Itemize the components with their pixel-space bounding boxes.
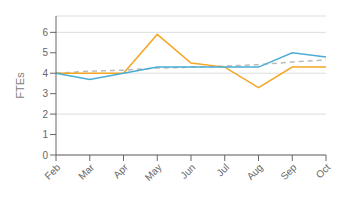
svg-text:Apr: Apr — [111, 161, 130, 180]
svg-text:0: 0 — [42, 150, 48, 161]
svg-text:FTEs: FTEs — [14, 72, 26, 99]
svg-text:6: 6 — [42, 27, 48, 38]
svg-text:Jul: Jul — [214, 162, 231, 179]
svg-text:May: May — [143, 162, 164, 183]
svg-text:4: 4 — [42, 68, 48, 79]
svg-text:3: 3 — [42, 88, 48, 99]
svg-text:Aug: Aug — [245, 162, 265, 182]
svg-text:1: 1 — [42, 129, 48, 140]
svg-text:Mar: Mar — [76, 161, 96, 181]
svg-text:Feb: Feb — [42, 161, 62, 181]
svg-text:Oct: Oct — [314, 162, 333, 181]
svg-text:5: 5 — [42, 47, 48, 58]
svg-text:2: 2 — [42, 109, 48, 120]
svg-text:Sep: Sep — [278, 161, 299, 182]
svg-text:Jun: Jun — [178, 162, 197, 181]
